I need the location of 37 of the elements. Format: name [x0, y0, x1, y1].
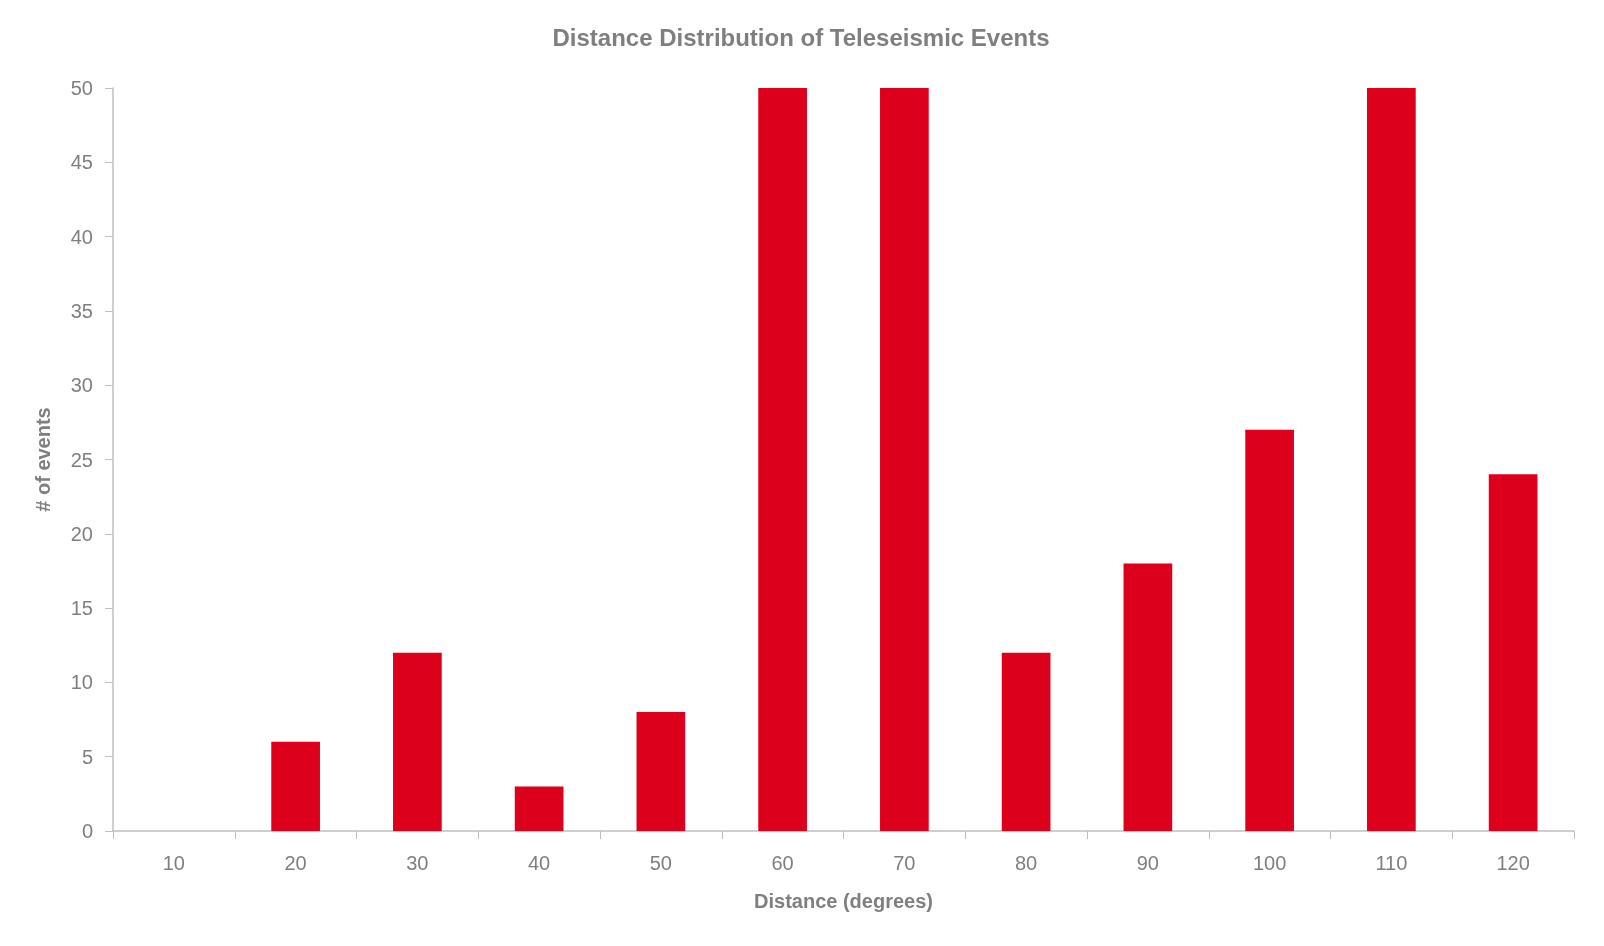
y-tick-label: 40 — [70, 225, 93, 248]
bar — [1001, 652, 1051, 831]
y-tick-label: 25 — [70, 448, 93, 471]
bar — [1123, 563, 1173, 831]
x-tick-label: 30 — [406, 852, 429, 874]
x-tick-label: 90 — [1136, 852, 1159, 874]
x-tick-label: 20 — [284, 852, 307, 874]
x-tick-label: 70 — [893, 852, 916, 874]
x-tick-label: 80 — [1015, 852, 1038, 874]
y-tick-label: 50 — [70, 77, 93, 99]
y-tick-label: 10 — [70, 671, 93, 694]
x-tick-label: 40 — [528, 852, 551, 874]
bar — [271, 741, 320, 831]
bar — [880, 88, 929, 831]
x-tick-label: 120 — [1496, 852, 1530, 874]
y-tick-label: 0 — [81, 820, 93, 842]
bar — [1488, 474, 1538, 831]
x-tick-label: 50 — [649, 852, 672, 874]
chart-title: Distance Distribution of Teleseismic Events — [552, 23, 1050, 51]
y-tick-label: 30 — [70, 374, 93, 397]
y-tick-label: 5 — [81, 745, 93, 768]
bar — [758, 88, 807, 831]
y-tick-label: 20 — [70, 522, 93, 545]
y-tick-label: 15 — [70, 597, 93, 620]
x-tick-label: 10 — [162, 852, 185, 874]
bar — [636, 712, 686, 831]
bar — [1245, 429, 1294, 831]
x-tick-label: 100 — [1252, 852, 1287, 874]
x-tick-label: 60 — [771, 852, 794, 874]
x-tick-label: 110 — [1375, 852, 1408, 874]
bar — [393, 652, 442, 831]
bar — [1367, 88, 1416, 831]
y-axis-title: # of events — [32, 407, 54, 512]
x-axis-title: Distance (degrees) — [754, 890, 933, 912]
y-tick-label: 35 — [70, 299, 93, 322]
bar — [514, 786, 564, 831]
y-tick-label: 45 — [70, 151, 93, 174]
